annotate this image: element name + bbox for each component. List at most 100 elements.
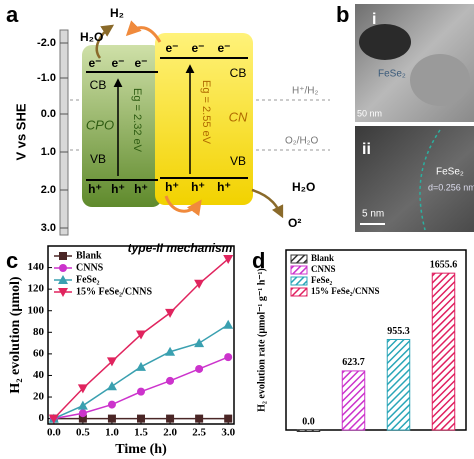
hole: h⁺ xyxy=(88,182,102,196)
value-label: 0.0 xyxy=(302,416,315,427)
legend-marker xyxy=(59,264,67,272)
bar xyxy=(431,272,456,431)
band-label: VB xyxy=(90,152,106,166)
x-tick-label: 1.0 xyxy=(105,427,119,439)
marker xyxy=(106,357,117,367)
x-tick-label: 0.5 xyxy=(76,427,90,439)
marker xyxy=(195,414,204,423)
species: H₂O xyxy=(80,30,103,44)
marker xyxy=(77,384,88,394)
species: H₂O xyxy=(292,180,315,194)
marker xyxy=(166,376,175,385)
tick-label: 2.0 xyxy=(41,184,56,196)
transfer-arrow xyxy=(125,20,162,43)
legend-label: CNNS xyxy=(76,262,104,273)
species: O² xyxy=(288,216,301,230)
level-label: O₂/H₂O xyxy=(285,136,319,147)
y-tick-label: 80 xyxy=(33,326,45,338)
band-label: VB xyxy=(230,154,246,168)
y-axis-label: H₂ evolution rate (μmol⁻¹ g⁻¹ h⁻¹) xyxy=(256,268,267,412)
marker xyxy=(136,330,146,340)
marker xyxy=(137,414,145,423)
hole: h⁺ xyxy=(134,182,148,196)
marker xyxy=(136,361,146,371)
hole: h⁺ xyxy=(217,180,231,194)
hole: h⁺ xyxy=(191,180,205,194)
panel-label: c xyxy=(6,248,18,273)
bar xyxy=(341,370,366,431)
electron: e⁻ xyxy=(217,41,230,55)
electron: e⁻ xyxy=(134,56,147,70)
band-label: CB xyxy=(90,78,107,92)
panel-label: a xyxy=(6,2,19,27)
marker xyxy=(224,414,233,423)
y-tick-label: 60 xyxy=(33,347,45,359)
y-tick-label: 20 xyxy=(33,391,45,403)
boundary xyxy=(419,129,441,231)
marker xyxy=(223,319,234,329)
tem-image xyxy=(355,126,474,232)
bar xyxy=(296,429,321,432)
tem-images: b i ii FeSe₂ 50 nm FeSe₂ d=0.256 nm 5 nm xyxy=(336,2,474,232)
legend-marker xyxy=(58,288,68,297)
value-label: 1655.6 xyxy=(430,259,458,270)
cn-box xyxy=(155,33,253,205)
marker xyxy=(194,279,205,289)
x-axis-label: Time (h) xyxy=(115,442,167,457)
annotation: FeSe₂ xyxy=(436,167,464,178)
particle xyxy=(359,24,411,60)
x-tick-label: 2.5 xyxy=(192,427,206,439)
cpo-box xyxy=(82,45,162,207)
marker xyxy=(78,409,87,418)
legend-label: 15% FeSe₂/CNNS xyxy=(311,286,379,296)
value-label: 955.3 xyxy=(387,326,410,337)
material-label: CPO xyxy=(86,117,114,132)
legend-label: 15% FeSe₂/CNNS xyxy=(76,286,152,297)
marker xyxy=(223,254,234,264)
band-diagram: a V vs SHE -2.0 -1.0 0.0 1.0 2.0 3.0 H⁺/… xyxy=(6,2,330,255)
ruler xyxy=(59,29,69,236)
plot-frame xyxy=(285,249,467,431)
electron: e⁻ xyxy=(88,56,101,70)
scale-bar-label: 50 nm xyxy=(357,108,382,118)
image-label: ii xyxy=(362,141,371,158)
tick-label: 1.0 xyxy=(41,146,56,158)
marker xyxy=(165,308,176,318)
y-tick-label: 140 xyxy=(28,261,45,273)
x-tick-label: 3.0 xyxy=(221,427,235,439)
annotation: FeSe₂ xyxy=(378,69,406,80)
electron: e⁻ xyxy=(111,56,124,70)
scale-bar-label: 5 nm xyxy=(362,209,384,220)
legend-swatch xyxy=(290,254,308,264)
image-label: i xyxy=(372,11,376,28)
tick-label: -1.0 xyxy=(37,72,56,84)
bar xyxy=(386,338,411,431)
axis-label: V vs SHE xyxy=(13,103,28,160)
legend-swatch xyxy=(290,276,308,286)
species: H₂ xyxy=(110,6,124,20)
particle xyxy=(410,54,470,106)
panel-label: b xyxy=(336,2,349,27)
x-tick-label: 0.0 xyxy=(47,427,61,439)
band-label: CB xyxy=(230,66,247,80)
legend-swatch xyxy=(290,265,308,275)
marker xyxy=(137,387,145,396)
reaction-arrow xyxy=(95,24,115,59)
ruler-ticks xyxy=(60,42,68,229)
marker xyxy=(166,414,175,423)
marker xyxy=(77,400,88,410)
y-tick-label: 100 xyxy=(28,304,45,316)
annotation: d=0.256 nm xyxy=(428,182,474,192)
value-label: 623.7 xyxy=(342,357,365,368)
marker xyxy=(165,346,176,356)
marker xyxy=(48,414,59,424)
panel-label: d xyxy=(252,248,265,273)
x-tick-label: 1.5 xyxy=(134,427,148,439)
material-label: CN xyxy=(229,109,248,124)
marker xyxy=(78,414,87,423)
hole: h⁺ xyxy=(111,182,125,196)
transfer-arrow xyxy=(164,195,202,217)
legend-label: FeSe₂ xyxy=(76,274,100,285)
marker xyxy=(107,414,116,423)
